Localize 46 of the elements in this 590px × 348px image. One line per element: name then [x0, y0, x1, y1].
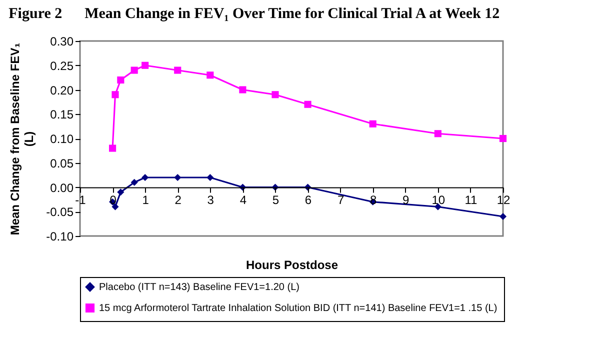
point [239, 86, 246, 94]
x-tick-label: 10 [432, 192, 446, 207]
point [206, 174, 214, 182]
y-tick-label: 0.00 [50, 180, 74, 195]
x-tick-label: 8 [370, 192, 377, 207]
point [142, 174, 149, 182]
x-tick-label: 6 [304, 192, 312, 207]
point [174, 174, 182, 182]
y-tick-label: 0.20 [50, 83, 74, 98]
y-tick-label: 0.30 [50, 34, 74, 48]
point [499, 134, 507, 142]
x-tick-label: 7 [337, 192, 344, 207]
chart-title: Figure 2 Mean Change in FEV₁ Over Time for Clinical Trial A at Week 12 [8, 6, 500, 22]
point [130, 178, 138, 186]
x-tick-label: 3 [207, 192, 214, 207]
x-tick-label: 5 [272, 192, 280, 207]
y-axis-title: Mean Change from Baseline FEV₁ (L) [8, 42, 36, 236]
y-tick-label: -0.10 [46, 230, 74, 244]
y-tick-label: -0.05 [46, 205, 74, 220]
point [112, 91, 119, 98]
y-tick-label: 0.15 [50, 108, 74, 122]
point [117, 76, 124, 84]
point [304, 100, 312, 108]
y-tick-label: 0.05 [50, 156, 74, 170]
point [499, 212, 507, 220]
point [117, 188, 124, 196]
x-tick-label: 1 [142, 192, 150, 207]
x-tick-label: 9 [402, 192, 410, 207]
y-tick-label: 0.25 [50, 58, 74, 73]
point [434, 130, 442, 138]
point [206, 72, 214, 79]
point [369, 120, 376, 128]
point [109, 144, 116, 152]
x-tick-label: 4 [240, 192, 247, 207]
x-tick-label: 12 [496, 192, 510, 207]
x-tick-label: 11 [464, 192, 478, 207]
x-tick-label: 2 [174, 192, 182, 207]
point [142, 62, 149, 69]
legend-label: 15 mcg Arformoterol Tartrate Inhalation Solution BID (ITT n=141) Baseline FEV1=1 .15 (L) [99, 303, 498, 314]
legend-label: Placebo (ITT n=143) Baseline FEV1=1.20 (L) [99, 282, 300, 293]
x-axis-title: Hours Postdose [246, 258, 338, 272]
point [130, 66, 138, 74]
point [272, 91, 279, 98]
y-tick-label: 0.10 [50, 132, 74, 146]
point [174, 66, 182, 74]
x-tick-label: -1 [75, 192, 86, 207]
